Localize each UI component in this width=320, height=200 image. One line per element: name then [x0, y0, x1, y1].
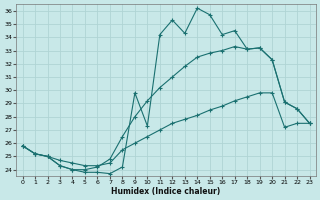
X-axis label: Humidex (Indice chaleur): Humidex (Indice chaleur): [111, 187, 221, 196]
